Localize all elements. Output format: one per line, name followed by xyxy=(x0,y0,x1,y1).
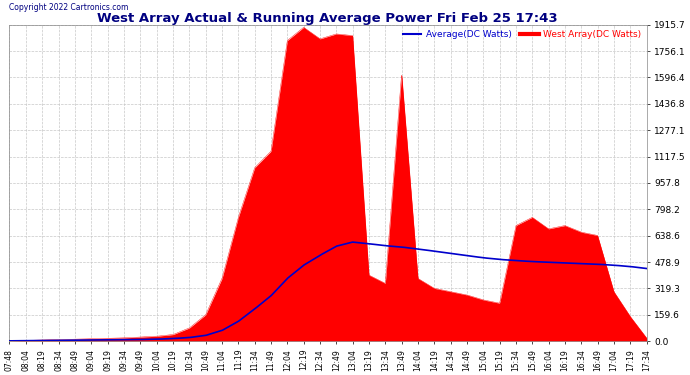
Title: West Array Actual & Running Average Power Fri Feb 25 17:43: West Array Actual & Running Average Powe… xyxy=(97,12,558,25)
Text: Copyright 2022 Cartronics.com: Copyright 2022 Cartronics.com xyxy=(9,3,128,12)
Legend: Average(DC Watts), West Array(DC Watts): Average(DC Watts), West Array(DC Watts) xyxy=(400,27,644,43)
